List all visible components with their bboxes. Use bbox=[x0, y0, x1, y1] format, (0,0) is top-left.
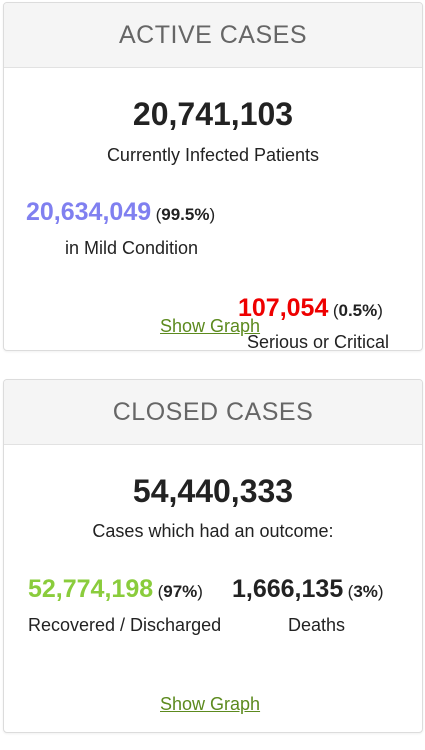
recovered-pct: (97%) bbox=[157, 582, 203, 601]
deaths-stat: 1,666,135 (3%) bbox=[232, 575, 384, 604]
mild-condition-value: 20,634,049 bbox=[26, 198, 152, 226]
active-show-graph-link[interactable]: Show Graph bbox=[160, 316, 261, 336]
mild-condition-pct: (99.5%) bbox=[155, 205, 216, 224]
active-cases-panel: ACTIVE CASES 20,741,103 Currently Infect… bbox=[3, 2, 423, 351]
mild-condition-label: in Mild Condition bbox=[65, 238, 199, 258]
serious-critical-label: Serious or Critical bbox=[247, 332, 390, 351]
recovered-label: Recovered / Discharged bbox=[28, 615, 222, 635]
closed-show-graph-link[interactable]: Show Graph bbox=[160, 694, 261, 714]
closed-cases-header: CLOSED CASES bbox=[4, 380, 422, 445]
recovered-value: 52,774,198 bbox=[28, 575, 154, 603]
active-cases-header: ACTIVE CASES bbox=[4, 3, 422, 68]
closed-cases-total-label: Cases which had an outcome: bbox=[92, 521, 334, 541]
closed-cases-panel: CLOSED CASES 54,440,333 Cases which had … bbox=[3, 379, 423, 733]
mild-condition-stat: 20,634,049 (99.5%) bbox=[26, 198, 215, 227]
recovered-stat: 52,774,198 (97%) bbox=[28, 575, 203, 604]
serious-critical-stat: 107,054 (0.5%) bbox=[238, 294, 383, 323]
deaths-pct: (3%) bbox=[347, 582, 384, 601]
deaths-label: Deaths bbox=[288, 615, 346, 635]
active-cases-total-label: Currently Infected Patients bbox=[106, 145, 320, 165]
serious-critical-pct: (0.5%) bbox=[332, 301, 383, 320]
active-cases-total: 20,741,103 bbox=[132, 96, 294, 132]
serious-critical-value: 107,054 bbox=[238, 294, 329, 322]
closed-cases-total: 54,440,333 bbox=[132, 473, 294, 509]
deaths-value: 1,666,135 bbox=[232, 575, 344, 603]
